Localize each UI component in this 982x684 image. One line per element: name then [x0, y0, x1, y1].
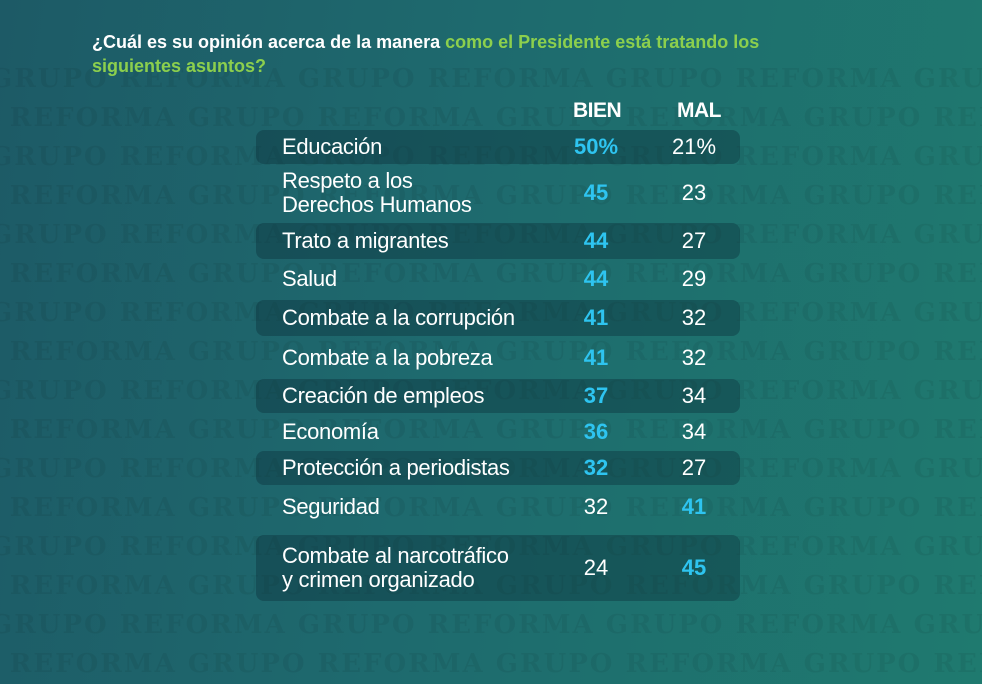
column-header-mal: MAL: [677, 99, 722, 122]
value-bien: 37: [583, 383, 609, 408]
table-row: Salud 44 29: [256, 261, 740, 297]
value-mal: 29: [681, 266, 707, 291]
value-bien: 32: [583, 494, 609, 519]
row-label: Respeto a los Derechos Humanos: [282, 168, 472, 217]
table-row: Trato a migrantes 44 27: [256, 223, 740, 259]
value-bien: 41: [583, 305, 609, 330]
table-row: Protección a periodistas 32 27: [256, 451, 740, 485]
table-row: Seguridad 32 41: [256, 488, 740, 526]
value-mal: 27: [681, 455, 707, 480]
value-bien: 36: [583, 419, 609, 444]
table-row: Combate a la pobreza 41 32: [256, 340, 740, 376]
row-label: Salud: [282, 266, 337, 291]
row-label: Combate a la corrupción: [282, 305, 515, 330]
row-label: Educación: [282, 134, 383, 159]
value-mal: 23: [681, 180, 707, 205]
value-mal: 32: [681, 305, 707, 330]
column-header-bien: BIEN: [573, 99, 622, 122]
table-row: Respeto a los Derechos Humanos 45 23: [256, 167, 740, 219]
chart-title: ¿Cuál es su opinión acerca de la manera …: [92, 30, 852, 78]
value-bien: 45: [583, 180, 609, 205]
table-row: Educación 50% 21%: [256, 130, 740, 164]
value-bien: 44: [583, 266, 609, 291]
table-row: Combate a la corrupción 41 32: [256, 300, 740, 336]
value-mal: 34: [681, 383, 707, 408]
value-bien: 32: [583, 455, 609, 480]
row-label: Trato a migrantes: [282, 228, 449, 253]
value-bien: 50%: [573, 134, 619, 159]
value-bien: 41: [583, 345, 609, 370]
value-mal: 41: [681, 494, 707, 519]
value-mal: 34: [681, 419, 707, 444]
table-row: Creación de empleos 37 34: [256, 379, 740, 413]
table-row: Combate al narcotráfico y crimen organiz…: [256, 535, 740, 601]
row-label: Combate a la pobreza: [282, 345, 493, 370]
row-label: Protección a periodistas: [282, 455, 510, 480]
table-row: Economía 36 34: [256, 415, 740, 449]
title-part-2: como el Presidente está tratando los sig…: [92, 32, 760, 76]
row-label: Combate al narcotráfico y crimen organiz…: [282, 543, 509, 592]
value-mal: 45: [681, 555, 707, 580]
value-mal: 27: [681, 228, 707, 253]
title-part-1: ¿Cuál es su opinión acerca de la manera: [92, 32, 446, 52]
row-label: Economía: [282, 419, 379, 444]
value-bien: 44: [583, 228, 609, 253]
watermark-line: GRUPO REFORMA GRUPO REFORMA GRUPO REFORM…: [0, 649, 982, 679]
row-label: Creación de empleos: [282, 383, 485, 408]
value-mal: 32: [681, 345, 707, 370]
value-mal: 21%: [671, 134, 717, 159]
value-bien: 24: [583, 555, 609, 580]
row-label: Seguridad: [282, 494, 380, 519]
watermark-line: GRUPO REFORMA GRUPO REFORMA GRUPO REFORM…: [0, 610, 982, 640]
